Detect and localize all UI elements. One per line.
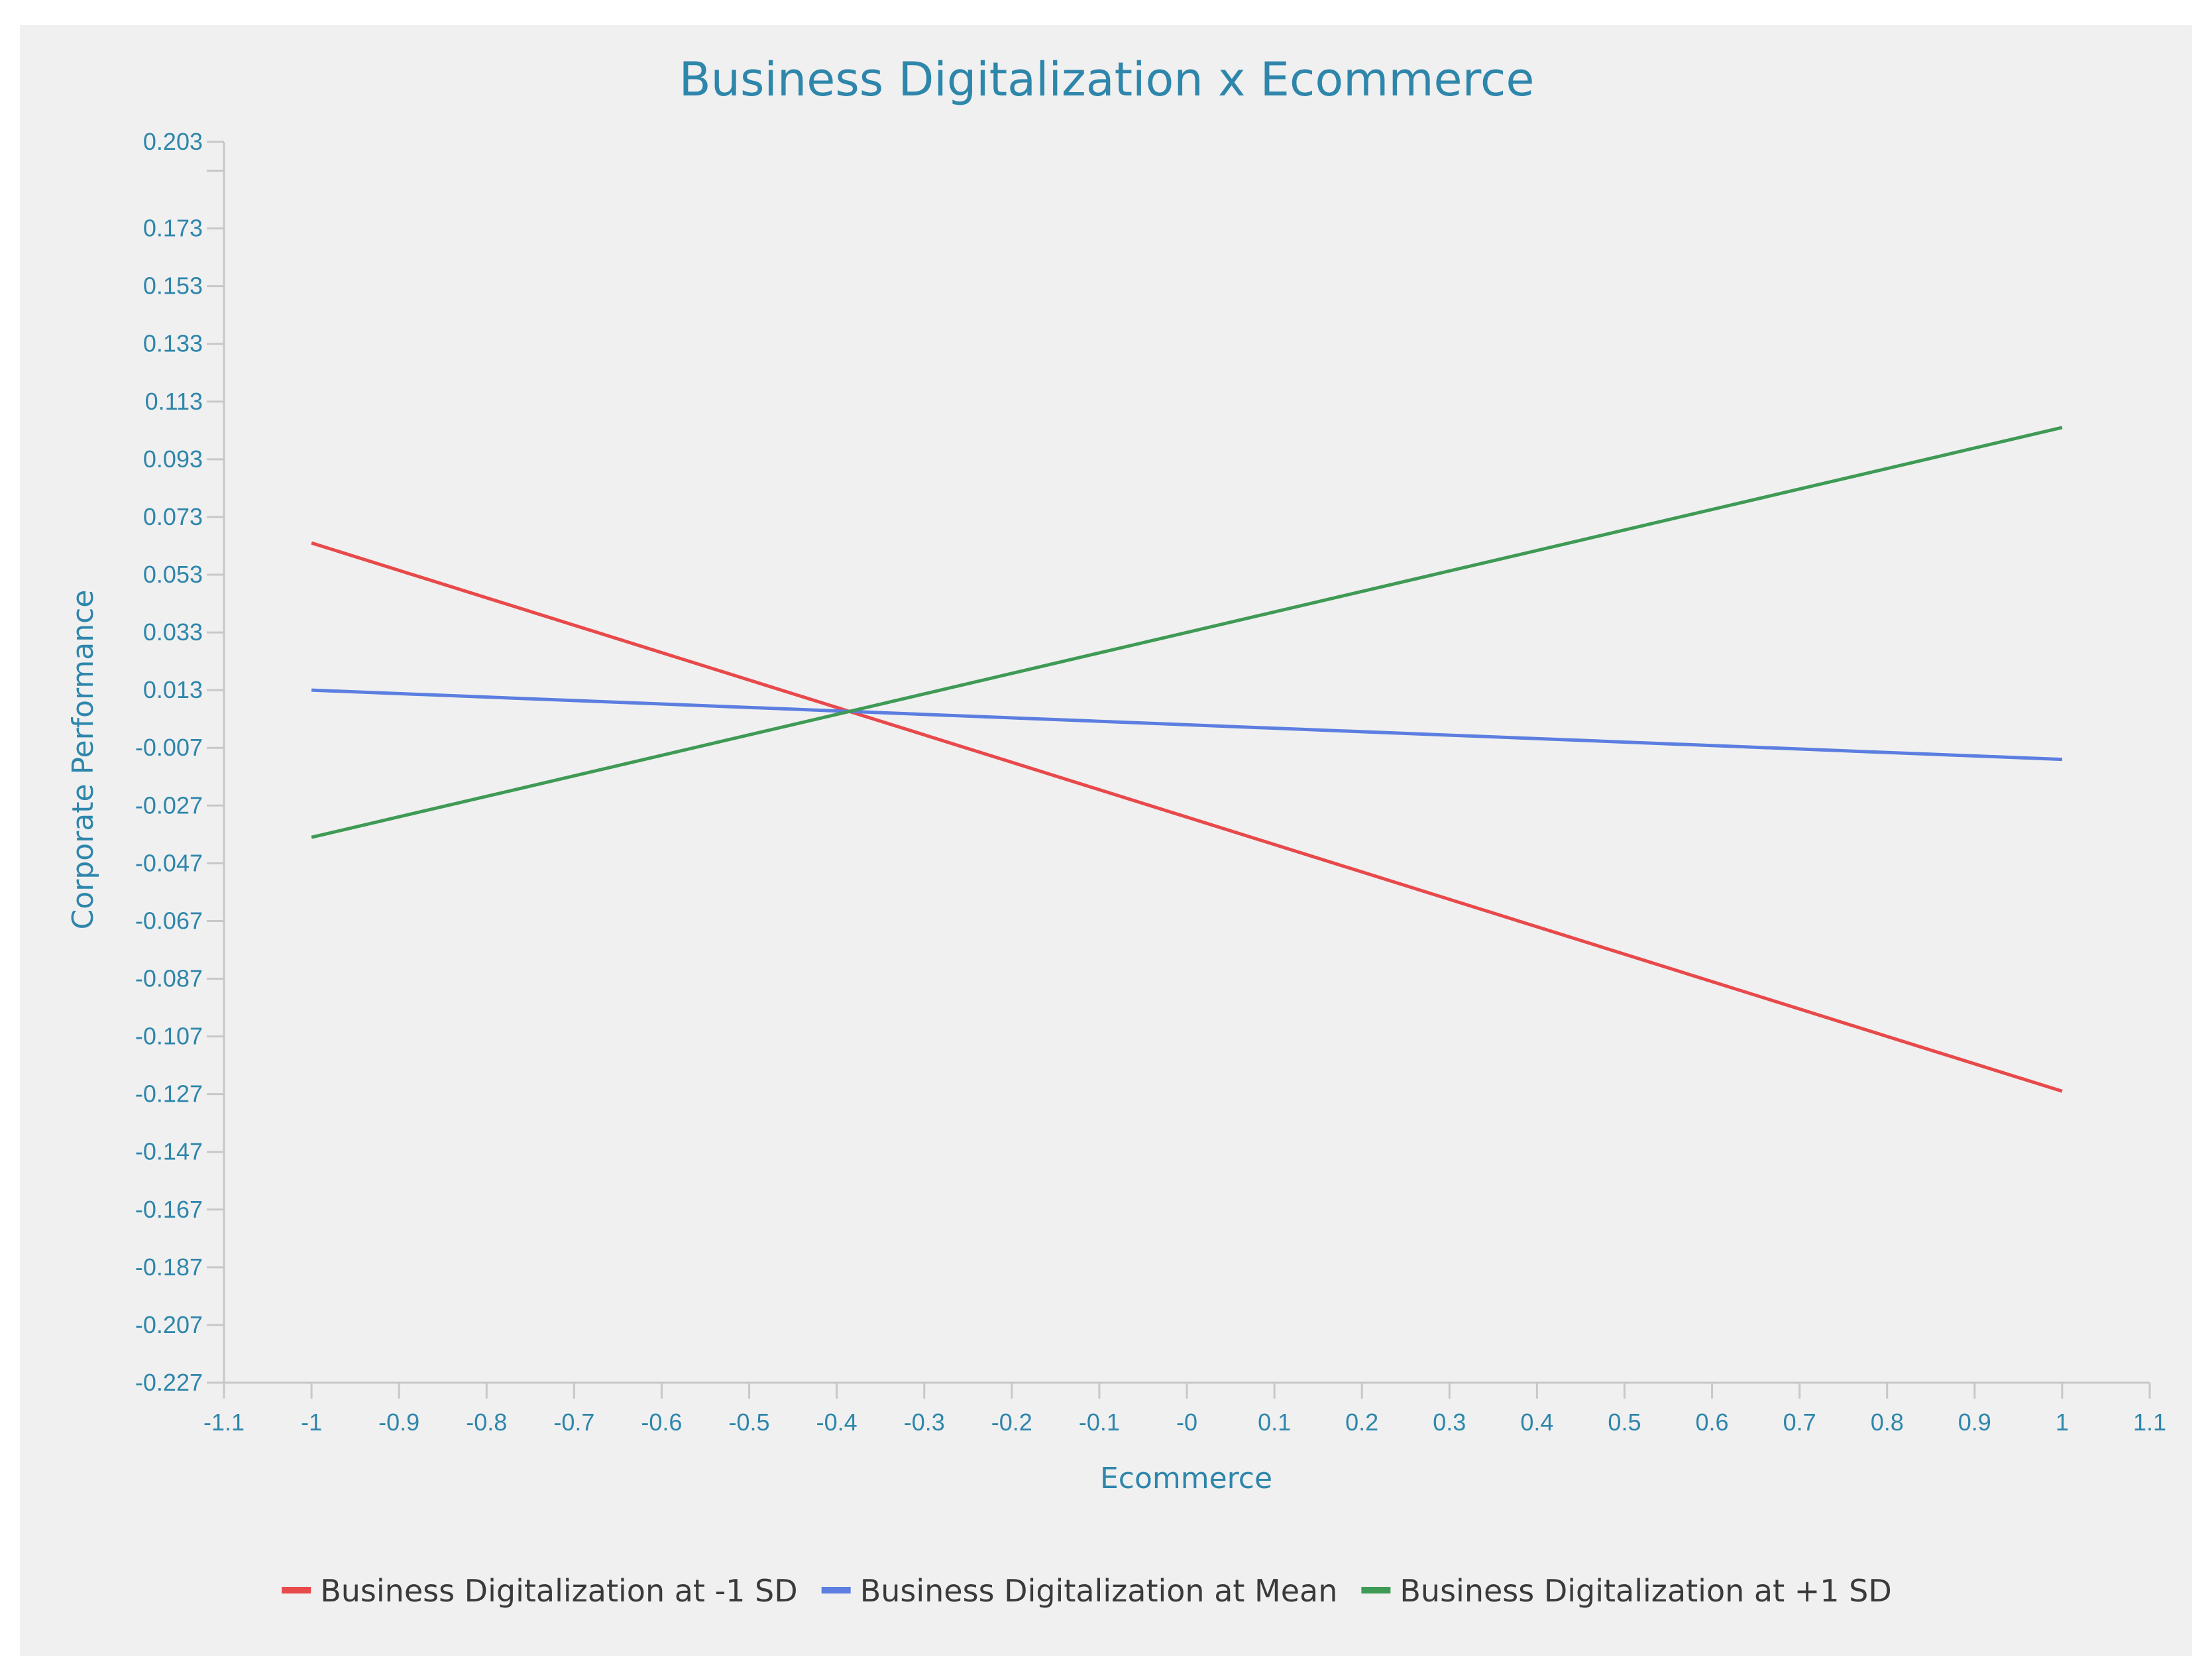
x-tick-label: -1.1 (203, 1409, 245, 1436)
x-axis-ticks: -1.1 -1 -0.9 -0.8 -0.7 -0.6 -0.5 -0.4 -0.3 -0.2 -0… (203, 1383, 2166, 1436)
y-tick-label: -0.147 (135, 1138, 203, 1165)
y-tick-label: 0.113 (145, 388, 203, 415)
series-line-0 (311, 541, 2063, 1093)
legend-label: Business Digitalization at Mean (860, 1573, 1338, 1609)
chart-title: Business Digitalization x Ecommerce (679, 52, 1535, 107)
series-line-2 (311, 426, 2063, 839)
y-axis-ticks: 0.203 0.173 0.153 0.133 0.113 0.093 0.073 0.053… (135, 128, 224, 1396)
chart-panel: Business Digitalization x Ecommerce Corp… (20, 25, 2192, 1656)
x-tick-label: 0.9 (1958, 1409, 1991, 1436)
x-tick-label: -0.2 (991, 1409, 1032, 1436)
x-tick-label: -0.6 (641, 1409, 682, 1436)
legend-item-0[interactable]: Business Digitalization at -1 SD (282, 1573, 798, 1609)
x-tick-label: 0.1 (1258, 1409, 1291, 1436)
legend-swatch (282, 1587, 311, 1593)
legend-label: Business Digitalization at -1 SD (320, 1573, 797, 1609)
legend-item-1[interactable]: Business Digitalization at Mean (821, 1573, 1338, 1609)
x-tick-label: 0.8 (1871, 1409, 1904, 1436)
y-tick-label: -0.087 (135, 965, 203, 992)
y-tick-label: -0.067 (135, 907, 203, 934)
x-axis-title: Ecommerce (1100, 1462, 1272, 1495)
y-axis-title: Corporate Performance (66, 590, 100, 930)
legend-item-2[interactable]: Business Digitalization at +1 SD (1361, 1573, 1892, 1609)
x-tick-label: 0.3 (1433, 1409, 1466, 1436)
y-tick-label: 0.203 (143, 128, 203, 155)
y-tick-label: -0.167 (135, 1196, 203, 1223)
y-tick-label: 0.073 (143, 503, 203, 530)
x-tick-label: -0.7 (553, 1409, 594, 1436)
y-tick-label: -0.187 (135, 1253, 203, 1281)
x-tick-label: 0.2 (1345, 1409, 1378, 1436)
legend-label: Business Digitalization at +1 SD (1400, 1573, 1891, 1609)
legend-swatch (1361, 1587, 1391, 1593)
x-tick-label: 0.7 (1783, 1409, 1816, 1436)
x-tick-label: -1 (301, 1409, 322, 1436)
x-tick-label: -0.5 (729, 1409, 770, 1436)
x-tick-label: -0.1 (1079, 1409, 1120, 1436)
x-tick-label: -0.9 (378, 1409, 419, 1436)
y-tick-label: -0.027 (135, 791, 203, 819)
y-tick-label: -0.107 (135, 1023, 203, 1050)
x-tick-label: 0.5 (1608, 1409, 1641, 1436)
x-tick-label: -0.4 (816, 1409, 857, 1436)
y-tick-label: 0.053 (143, 561, 203, 588)
y-tick-label: 0.173 (143, 215, 203, 242)
y-tick-label: -0.007 (135, 734, 203, 761)
x-tick-label: -0 (1176, 1409, 1197, 1436)
y-tick-label: 0.153 (143, 272, 203, 300)
x-tick-label: 1.1 (2133, 1409, 2166, 1436)
y-tick-label: 0.093 (143, 445, 203, 473)
y-tick-label: 0.013 (143, 676, 203, 703)
line-chart: Business Digitalization x Ecommerce Corp… (66, 52, 2166, 1609)
y-tick-label: -0.227 (135, 1369, 203, 1396)
y-tick-label: -0.207 (135, 1311, 203, 1338)
legend[interactable]: Business Digitalization at -1 SD Business… (282, 1573, 1892, 1609)
series-lines (311, 426, 2063, 1093)
y-tick-label: 0.033 (143, 618, 203, 646)
y-tick-label: 0.133 (143, 330, 203, 357)
y-tick-label: -0.047 (135, 849, 203, 876)
x-tick-label: -0.3 (904, 1409, 945, 1436)
x-tick-label: 0.6 (1696, 1409, 1729, 1436)
legend-swatch (821, 1587, 851, 1593)
x-tick-label: -0.8 (466, 1409, 507, 1436)
series-line-1 (311, 688, 2063, 762)
x-tick-label: 1 (2056, 1409, 2069, 1436)
x-tick-label: 0.4 (1520, 1409, 1553, 1436)
y-tick-label: -0.127 (135, 1080, 203, 1108)
